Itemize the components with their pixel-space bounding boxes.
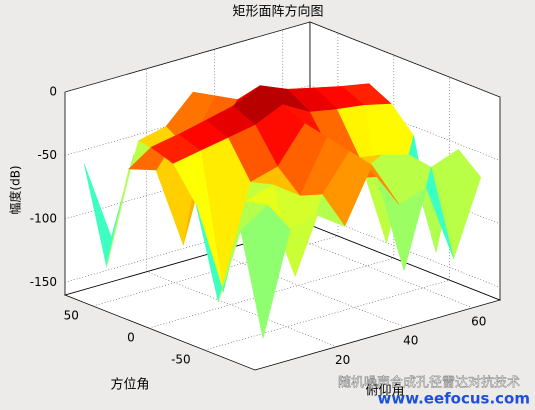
z-tick-label: 0 [49,85,57,99]
x-tick-label: 0 [127,331,135,345]
z-tick-label: -100 [30,211,57,225]
labels: -150 -100 -50 0 -50 0 50 20 40 60 [30,85,487,368]
y-tick-label: 60 [471,314,486,328]
y-axis-label: 俯仰角 [365,383,404,399]
grid-line [64,85,311,156]
grid-line [214,251,405,328]
chart-title: 矩形面阵方向图 [232,4,323,20]
x-tick-label: 50 [64,309,79,323]
grid-line [309,21,501,98]
grid-line [204,279,450,351]
grid-line [64,148,311,220]
grid-line [64,212,311,283]
grid-line [92,235,339,307]
grid-line [146,271,337,347]
surface-patch [240,204,291,339]
x-axis-label: 方位角 [110,377,149,393]
x-tick-label: -50 [171,353,191,367]
surface [83,83,482,339]
z-axis-label: 幅度(dB) [8,165,23,214]
grid-line [282,232,473,309]
watermark-site: www.eefocus.com [377,390,530,408]
z-tick-label: -50 [37,148,57,162]
watermark: 随机噪声合成孔径雷达对抗技术 [338,376,520,391]
z-tick-label: -150 [30,275,57,289]
y-tick-label: 20 [335,353,350,367]
grid-line [148,257,394,329]
grid-line [64,21,311,93]
y-tick-label: 40 [403,334,418,348]
